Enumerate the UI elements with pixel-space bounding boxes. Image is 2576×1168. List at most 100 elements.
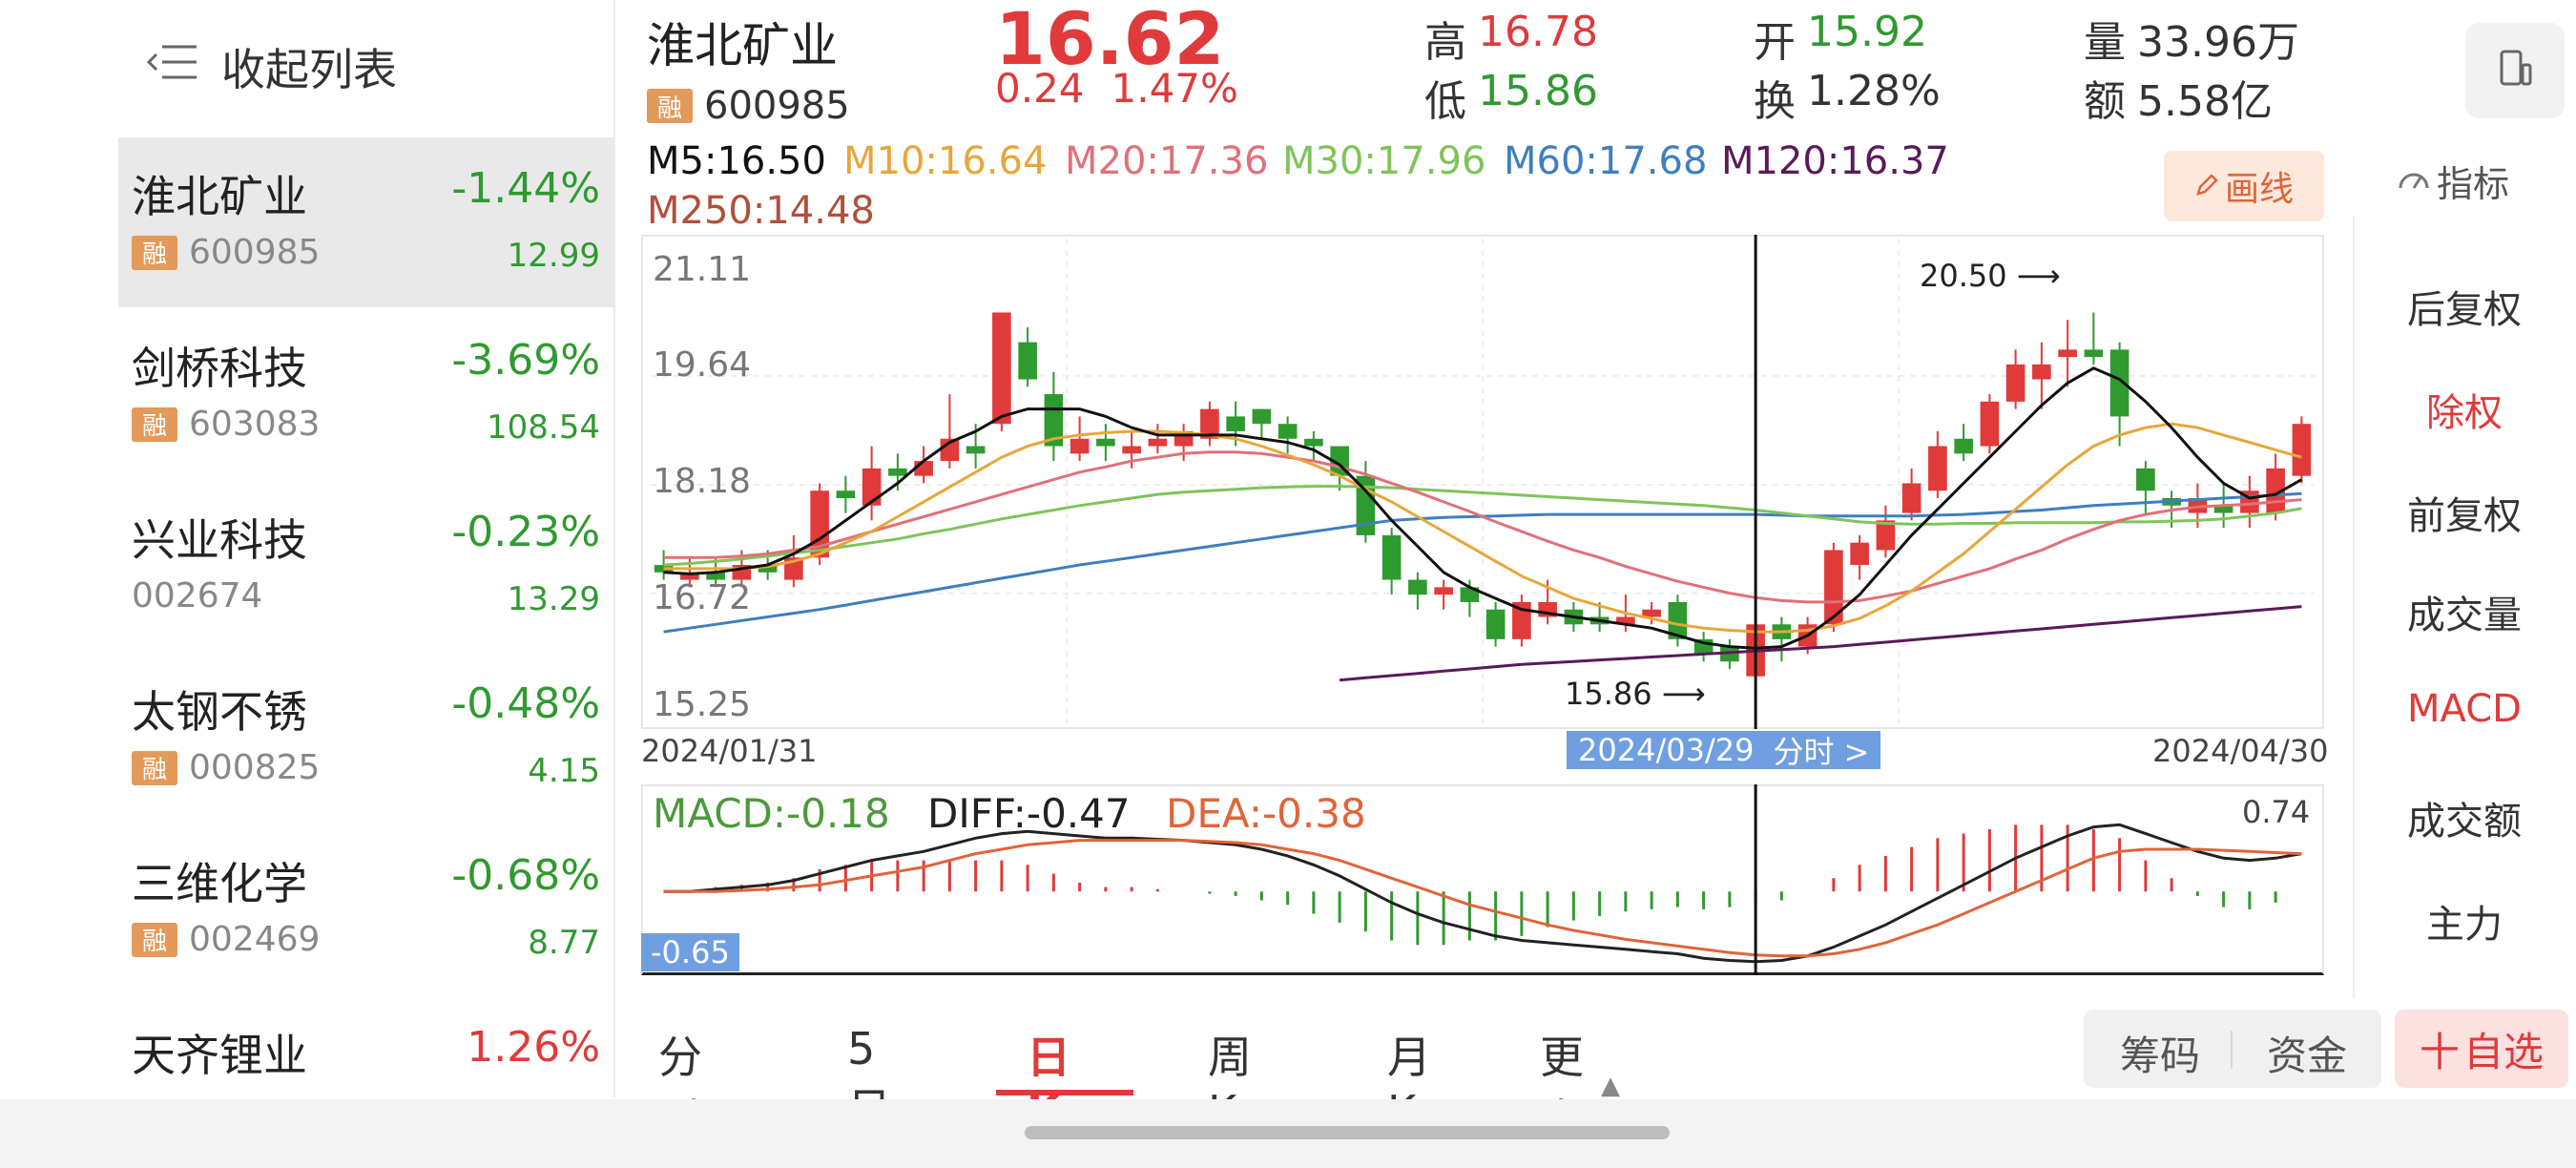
intraday-link[interactable]: 分时 > xyxy=(1773,734,1870,770)
candle xyxy=(1122,446,1141,454)
chart-option-item[interactable]: 后复权 xyxy=(2407,288,2522,332)
arrow-right-icon: ⟶ xyxy=(1661,676,1706,712)
ma10-label: M10:16.64 xyxy=(843,139,1048,183)
arrow-right-icon: ⟶ xyxy=(2016,258,2061,294)
margin-badge: 融 xyxy=(132,235,177,270)
y-tick: 18.18 xyxy=(653,462,752,501)
chart-option-item[interactable]: 除权 xyxy=(2426,391,2503,435)
chart-option-item[interactable]: 前复权 xyxy=(2407,494,2522,538)
high-annotation: 20.50 ⟶ xyxy=(1920,258,2061,294)
caret-up-icon: ▲ xyxy=(1601,1072,1620,1100)
candle xyxy=(1928,446,1947,491)
y-tick: 16.72 xyxy=(653,578,752,617)
candle xyxy=(1408,579,1427,595)
watchlist-item-price: 4.15 xyxy=(528,752,600,790)
watchlist-item[interactable]: 剑桥科技 -3.69% 融 603083 108.54 xyxy=(118,309,613,479)
watchlist-item[interactable]: 天齐锂业 1.26% xyxy=(118,996,613,1097)
dea-line xyxy=(663,839,2302,958)
ma20-label: M20:17.36 xyxy=(1065,139,1269,183)
watchlist-item-code: 600985 xyxy=(189,233,321,272)
candle xyxy=(966,446,986,454)
candle xyxy=(1381,534,1402,580)
collapse-list-button[interactable]: 收起列表 xyxy=(145,34,397,99)
macd-chart-frame xyxy=(641,784,2324,975)
watchlist-item-code-row: 融 002469 xyxy=(132,920,320,959)
y-tick: 15.25 xyxy=(653,685,752,724)
chart-option-item[interactable]: MACD xyxy=(2407,687,2522,731)
dea-value: DEA:-0.38 xyxy=(1166,790,1366,837)
candle xyxy=(836,490,856,499)
fund-button[interactable]: 资金 xyxy=(2267,1032,2348,1079)
collapse-label: 收起列表 xyxy=(221,44,397,95)
candle xyxy=(1616,616,1635,625)
stat-open: 开 15.92 xyxy=(1754,8,1927,67)
watchlist-item-name: 兴业科技 xyxy=(132,514,307,566)
candle xyxy=(1876,520,1896,551)
selected-date: 2024/03/29 xyxy=(1578,732,1755,768)
chart-option-item[interactable]: 主力 xyxy=(2426,903,2503,947)
draw-line-label: 画线 xyxy=(2224,170,2294,209)
candle xyxy=(862,468,882,506)
current-price: 16.62 xyxy=(995,0,1225,81)
ma120-line xyxy=(1339,605,2302,682)
margin-badge: 融 xyxy=(132,407,177,442)
divider xyxy=(613,0,615,1097)
candle xyxy=(1434,587,1453,595)
tool-pill xyxy=(2084,1010,2381,1088)
watchlist-item[interactable]: 三维化学 -0.68% 融 002469 8.77 xyxy=(118,824,613,994)
y-tick: 21.11 xyxy=(653,250,752,289)
watchlist-item-change: -1.44% xyxy=(451,164,600,213)
selected-date-tag[interactable]: 2024/03/29 分时 > xyxy=(1567,731,1881,770)
date-end: 2024/04/30 xyxy=(2152,733,2329,769)
watchlist-item-change: -0.23% xyxy=(451,508,600,556)
home-indicator[interactable] xyxy=(1025,1126,1670,1139)
draw-line-button[interactable]: 画线 xyxy=(2164,151,2324,221)
candle xyxy=(1485,609,1506,639)
divider xyxy=(2231,1031,2233,1069)
macd-chart[interactable] xyxy=(641,784,2324,975)
watchlist-item-code: 603083 xyxy=(189,405,321,444)
candle xyxy=(1148,438,1168,447)
y-tick: 19.64 xyxy=(653,345,752,385)
kline-chart[interactable] xyxy=(641,235,2324,729)
candle xyxy=(992,312,1011,425)
watchlist-item-name: 太钢不锈 xyxy=(132,686,307,738)
candle xyxy=(1018,342,1037,380)
ma20-line xyxy=(663,450,2302,604)
margin-badge: 融 xyxy=(132,750,177,785)
ma5-line xyxy=(663,366,2303,650)
indicator-button[interactable]: 指标 xyxy=(2397,155,2509,207)
chart-option-item[interactable]: 成交额 xyxy=(2407,800,2522,844)
watchlist-item-name: 三维化学 xyxy=(132,858,307,909)
watchlist-item[interactable]: 淮北矿业 -1.44% 融 600985 12.99 xyxy=(118,137,613,307)
device-switch-button[interactable] xyxy=(2465,23,2565,118)
candle xyxy=(2188,498,2208,513)
watchlist-item-code: 002674 xyxy=(132,576,263,615)
watchlist-item-code: 000825 xyxy=(189,748,321,787)
candle xyxy=(2058,349,2077,358)
watchlist-item-code-row: 融 000825 xyxy=(132,748,320,787)
watchlist-item-name: 淮北矿业 xyxy=(132,171,307,222)
stat-volume: 量 33.96万 xyxy=(2084,18,2299,67)
watchlist-item[interactable]: 太钢不锈 -0.48% 融 000825 4.15 xyxy=(118,653,613,823)
watchlist-item-code-row: 融 603083 xyxy=(132,405,320,444)
watchlist-item-name: 剑桥科技 xyxy=(132,343,307,394)
candle xyxy=(706,572,725,580)
watchlist-item-name: 天齐锂业 xyxy=(132,1030,307,1081)
candle xyxy=(1252,408,1272,425)
chart-option-item[interactable]: 成交量 xyxy=(2407,594,2522,637)
ma30-line xyxy=(663,485,2302,567)
pencil-icon xyxy=(2194,167,2219,206)
stat-low: 低 15.86 xyxy=(1424,67,1598,126)
stock-name: 淮北矿业 xyxy=(647,18,838,73)
ma5-label: M5:16.50 xyxy=(647,139,826,183)
watchlist-item-change: -0.48% xyxy=(451,679,600,728)
watchlist-item[interactable]: 兴业科技 -0.23% 002674 13.29 xyxy=(118,481,613,651)
margin-badge: 融 xyxy=(132,922,177,957)
candle xyxy=(2292,424,2312,476)
chip-button[interactable]: 筹码 xyxy=(2120,1032,2201,1079)
add-watchlist-button[interactable]: 十 自选 xyxy=(2395,1010,2568,1088)
stat-amount: 额 5.58亿 xyxy=(2084,77,2273,126)
watchlist-item-price: 13.29 xyxy=(507,580,600,618)
collapse-icon xyxy=(145,41,198,94)
